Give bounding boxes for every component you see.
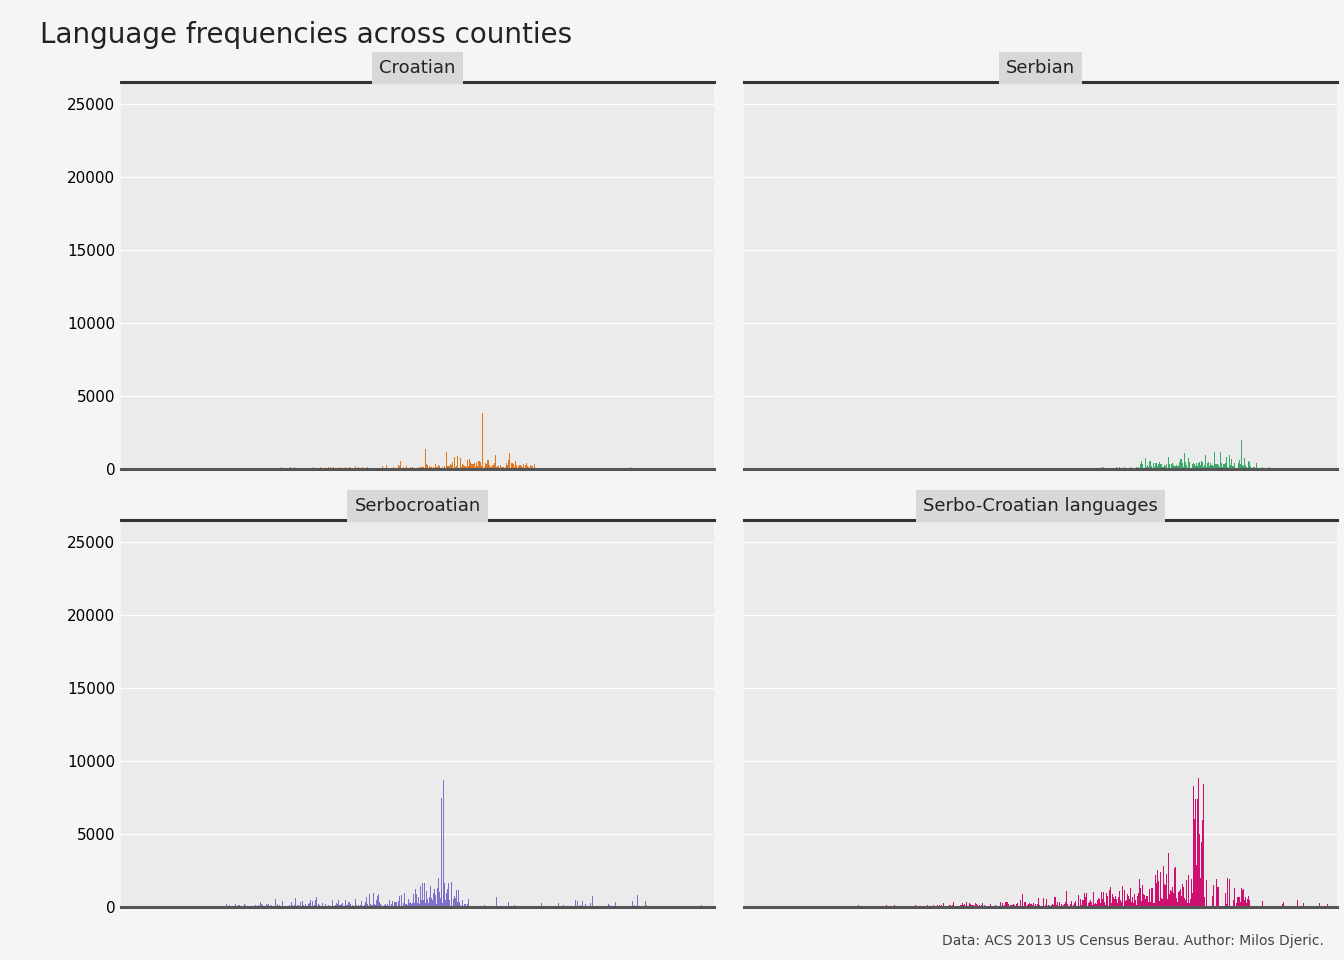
Title: Serbo-Croatian languages: Serbo-Croatian languages <box>923 497 1159 516</box>
Title: Serbian: Serbian <box>1007 60 1075 77</box>
Title: Croatian: Croatian <box>379 60 456 77</box>
Text: Data: ACS 2013 US Census Berau. Author: Milos Djeric.: Data: ACS 2013 US Census Berau. Author: … <box>942 934 1324 948</box>
Text: Language frequencies across counties: Language frequencies across counties <box>40 21 573 49</box>
Title: Serbocroatian: Serbocroatian <box>355 497 481 516</box>
